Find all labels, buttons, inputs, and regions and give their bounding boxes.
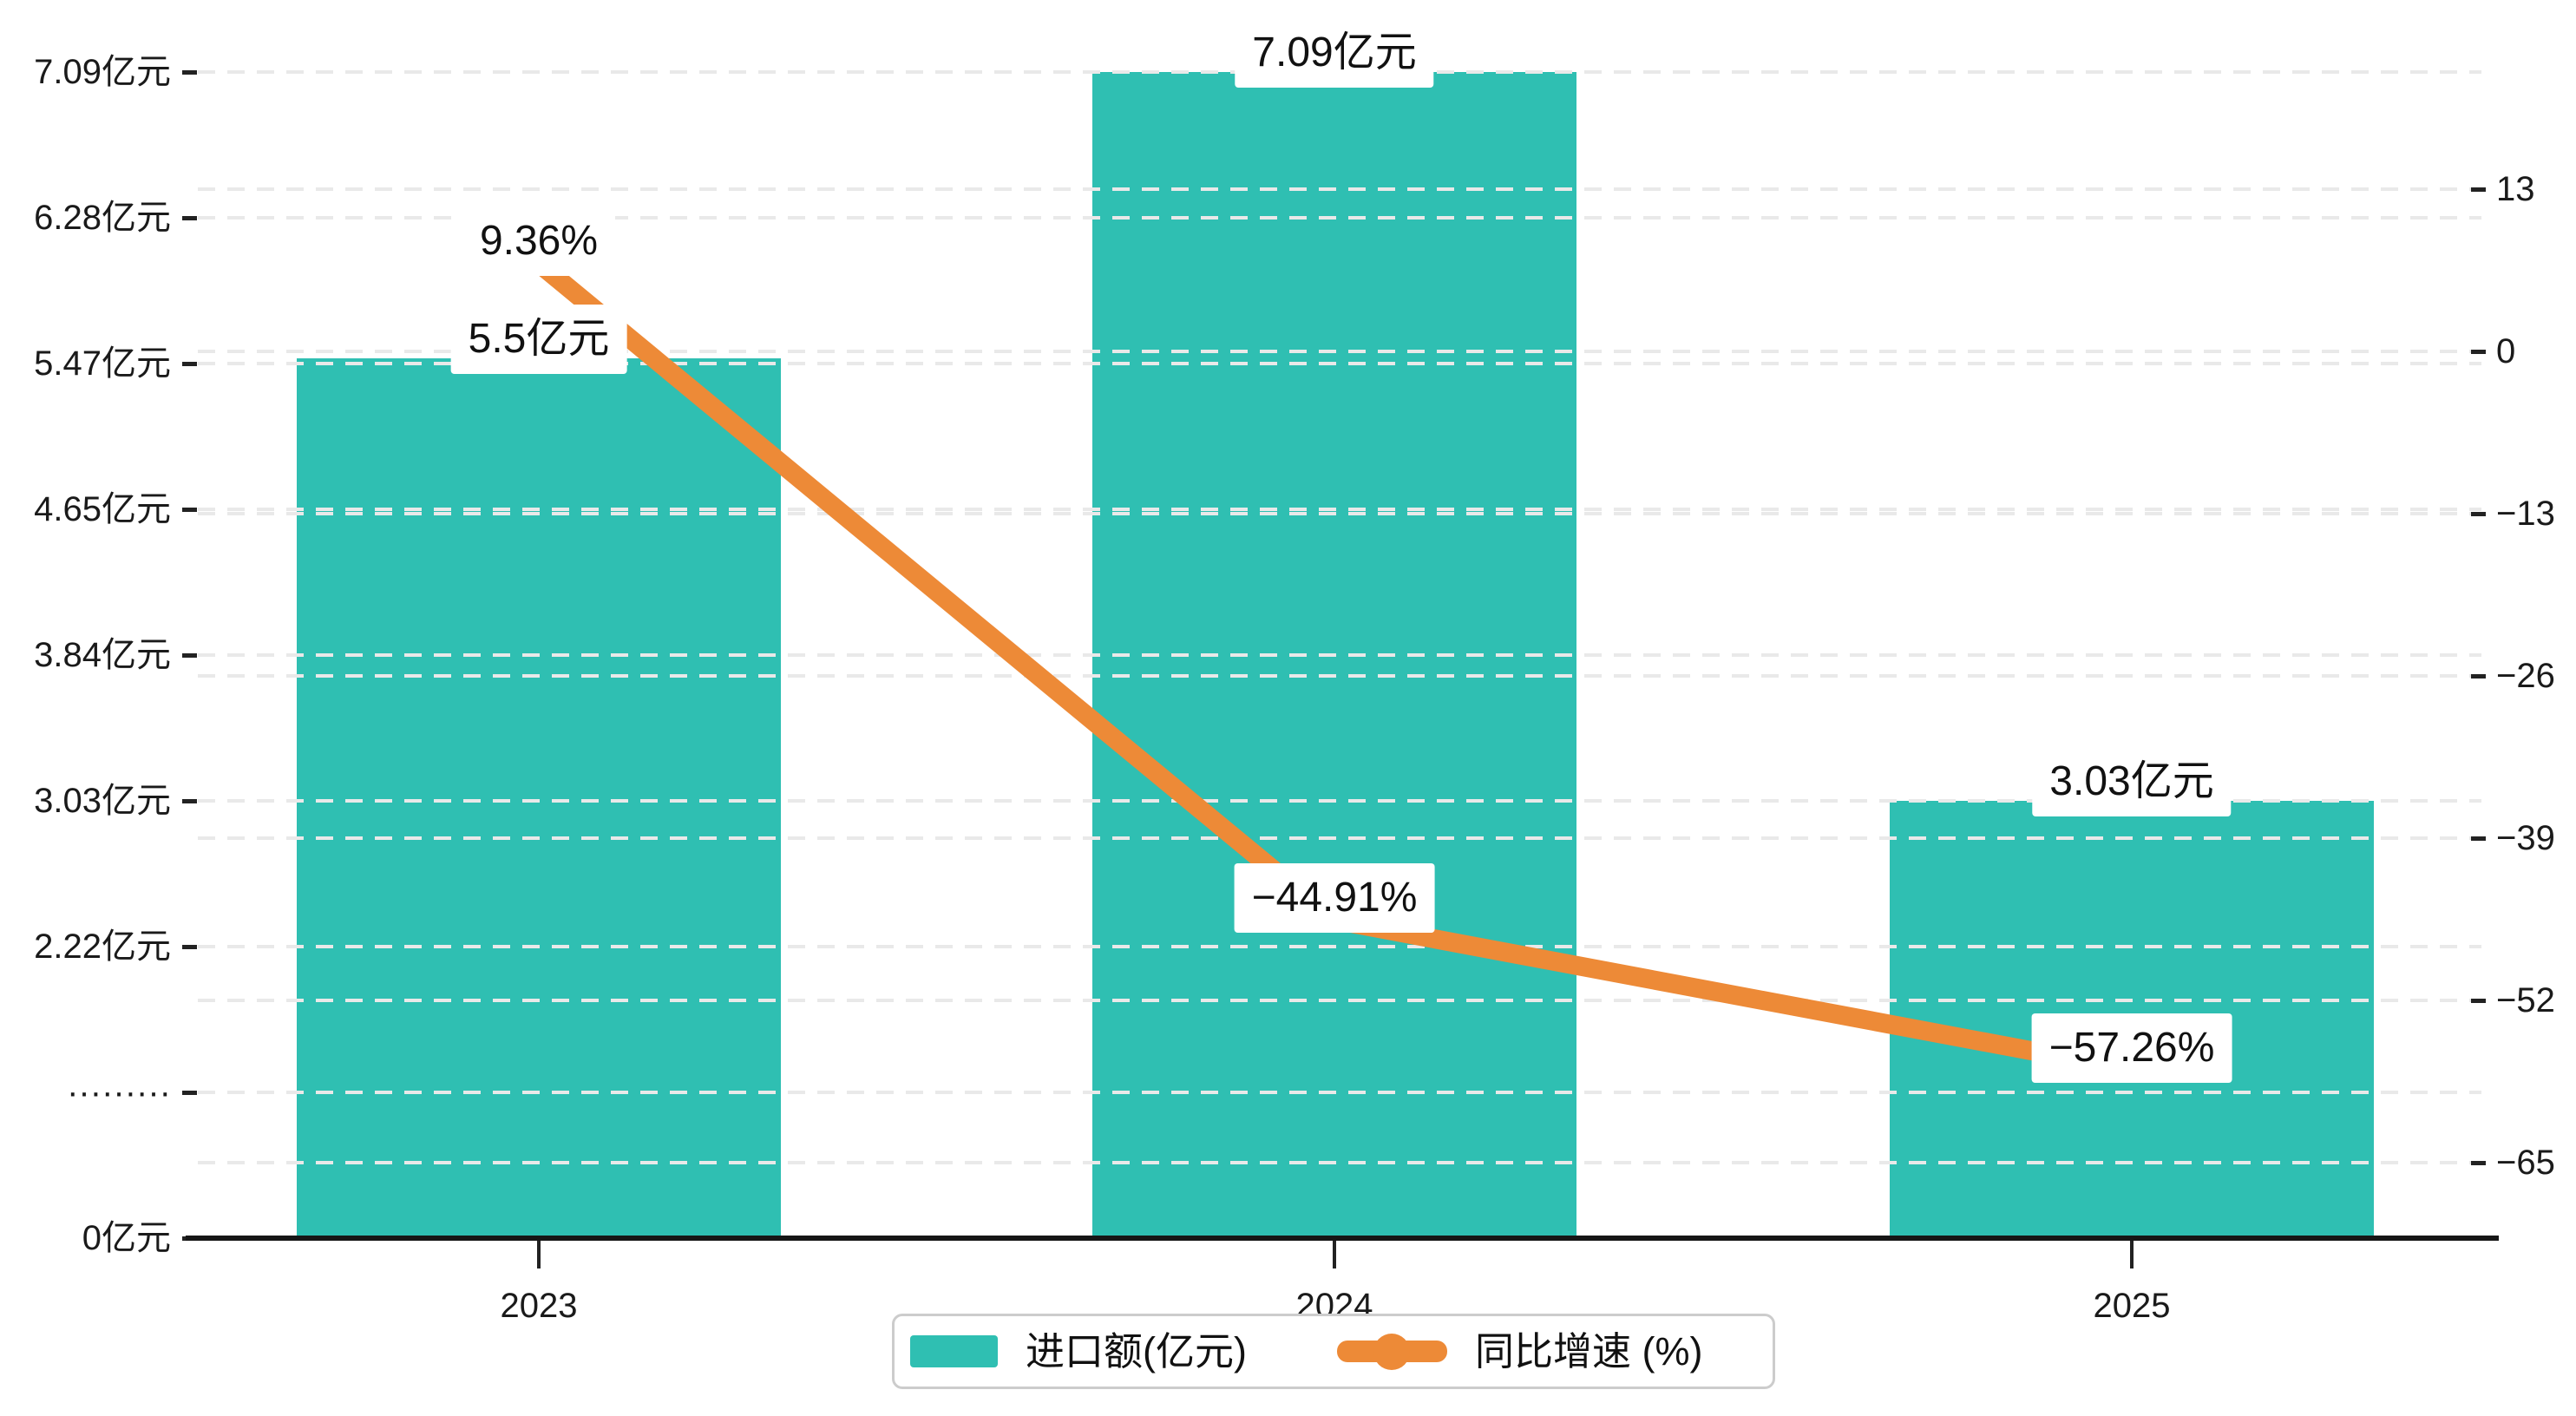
gridline: [198, 187, 2481, 192]
bar-value-label: 3.03亿元: [2032, 747, 2232, 816]
right-axis-tick: [2471, 1160, 2486, 1165]
right-axis-tick: [2471, 673, 2486, 678]
left-axis-tick: [182, 216, 197, 220]
left-axis-label: 3.84亿元: [34, 636, 171, 674]
left-axis-label: 3.03亿元: [34, 782, 171, 820]
gridline: [198, 653, 2481, 657]
legend-bar-label: 进口额(亿元): [1026, 1328, 1247, 1373]
right-axis-tick: [2471, 836, 2486, 841]
legend-line-label: 同比增速 (%): [1474, 1328, 1703, 1373]
right-axis-label: −65: [2496, 1143, 2555, 1182]
right-axis-tick: [2471, 350, 2486, 354]
gridline: [198, 1160, 2481, 1164]
left-axis-label: 0亿元: [82, 1219, 171, 1257]
bar-value-label: 7.09亿元: [1235, 18, 1434, 88]
left-axis-tick: [182, 508, 197, 512]
right-axis-label: 0: [2496, 332, 2516, 370]
right-axis-tick: [2471, 511, 2486, 516]
gridline: [198, 673, 2481, 678]
left-axis-tick: [182, 653, 197, 658]
line-value-label: 9.36%: [462, 206, 616, 277]
gridline: [198, 216, 2481, 220]
right-axis-label: −52: [2496, 980, 2555, 1019]
legend-item-imports[interactable]: 进口额(亿元): [910, 1328, 1247, 1376]
gridline: [198, 511, 2481, 515]
left-axis-tick: [182, 799, 197, 803]
x-axis-tick: [537, 1241, 541, 1268]
x-axis-label-2023: 2023: [500, 1287, 578, 1325]
gridline: [198, 836, 2481, 840]
legend-line-dot-icon: [1373, 1333, 1411, 1370]
right-axis-label: −39: [2496, 818, 2555, 857]
left-axis-tick: [182, 945, 197, 949]
left-axis-label: 5.47亿元: [34, 344, 171, 383]
legend-line-swatch-icon: [1336, 1333, 1447, 1370]
bar-2023: [297, 357, 781, 1238]
gridline: [198, 998, 2481, 1002]
left-axis-tick: [182, 362, 197, 366]
right-axis-label: −13: [2496, 494, 2555, 533]
left-axis-label: 6.28亿元: [34, 199, 171, 237]
x-axis-tick: [1333, 1241, 1336, 1268]
line-value-label: −57.26%: [2031, 1013, 2232, 1083]
left-axis-tick: [182, 70, 197, 75]
bar-value-label: 5.5亿元: [450, 304, 627, 374]
legend-item-growth[interactable]: 同比增速 (%): [1336, 1328, 1703, 1376]
gridline: [198, 1091, 2481, 1094]
left-axis-tick: [182, 1091, 197, 1095]
left-axis-label: 7.09亿元: [34, 53, 171, 91]
right-axis-tick: [2471, 998, 2486, 1003]
x-axis-tick: [2130, 1241, 2134, 1268]
left-axis-label: 2.22亿元: [34, 928, 171, 966]
gridline: [198, 945, 2481, 948]
legend-bar-swatch-icon: [910, 1335, 998, 1367]
line-value-label: −44.91%: [1234, 863, 1435, 934]
x-axis-label-2025: 2025: [2093, 1287, 2171, 1325]
right-axis-label: 13: [2496, 170, 2535, 209]
gridline: [198, 508, 2481, 511]
left-axis-label: 4.65亿元: [34, 490, 171, 528]
x-axis-line: [186, 1236, 2499, 1241]
right-axis-tick: [2471, 187, 2486, 193]
right-axis-label: −26: [2496, 656, 2555, 695]
left-axis-label: ·········: [67, 1073, 171, 1111]
legend: 进口额(亿元) 同比增速 (%): [892, 1314, 1775, 1389]
